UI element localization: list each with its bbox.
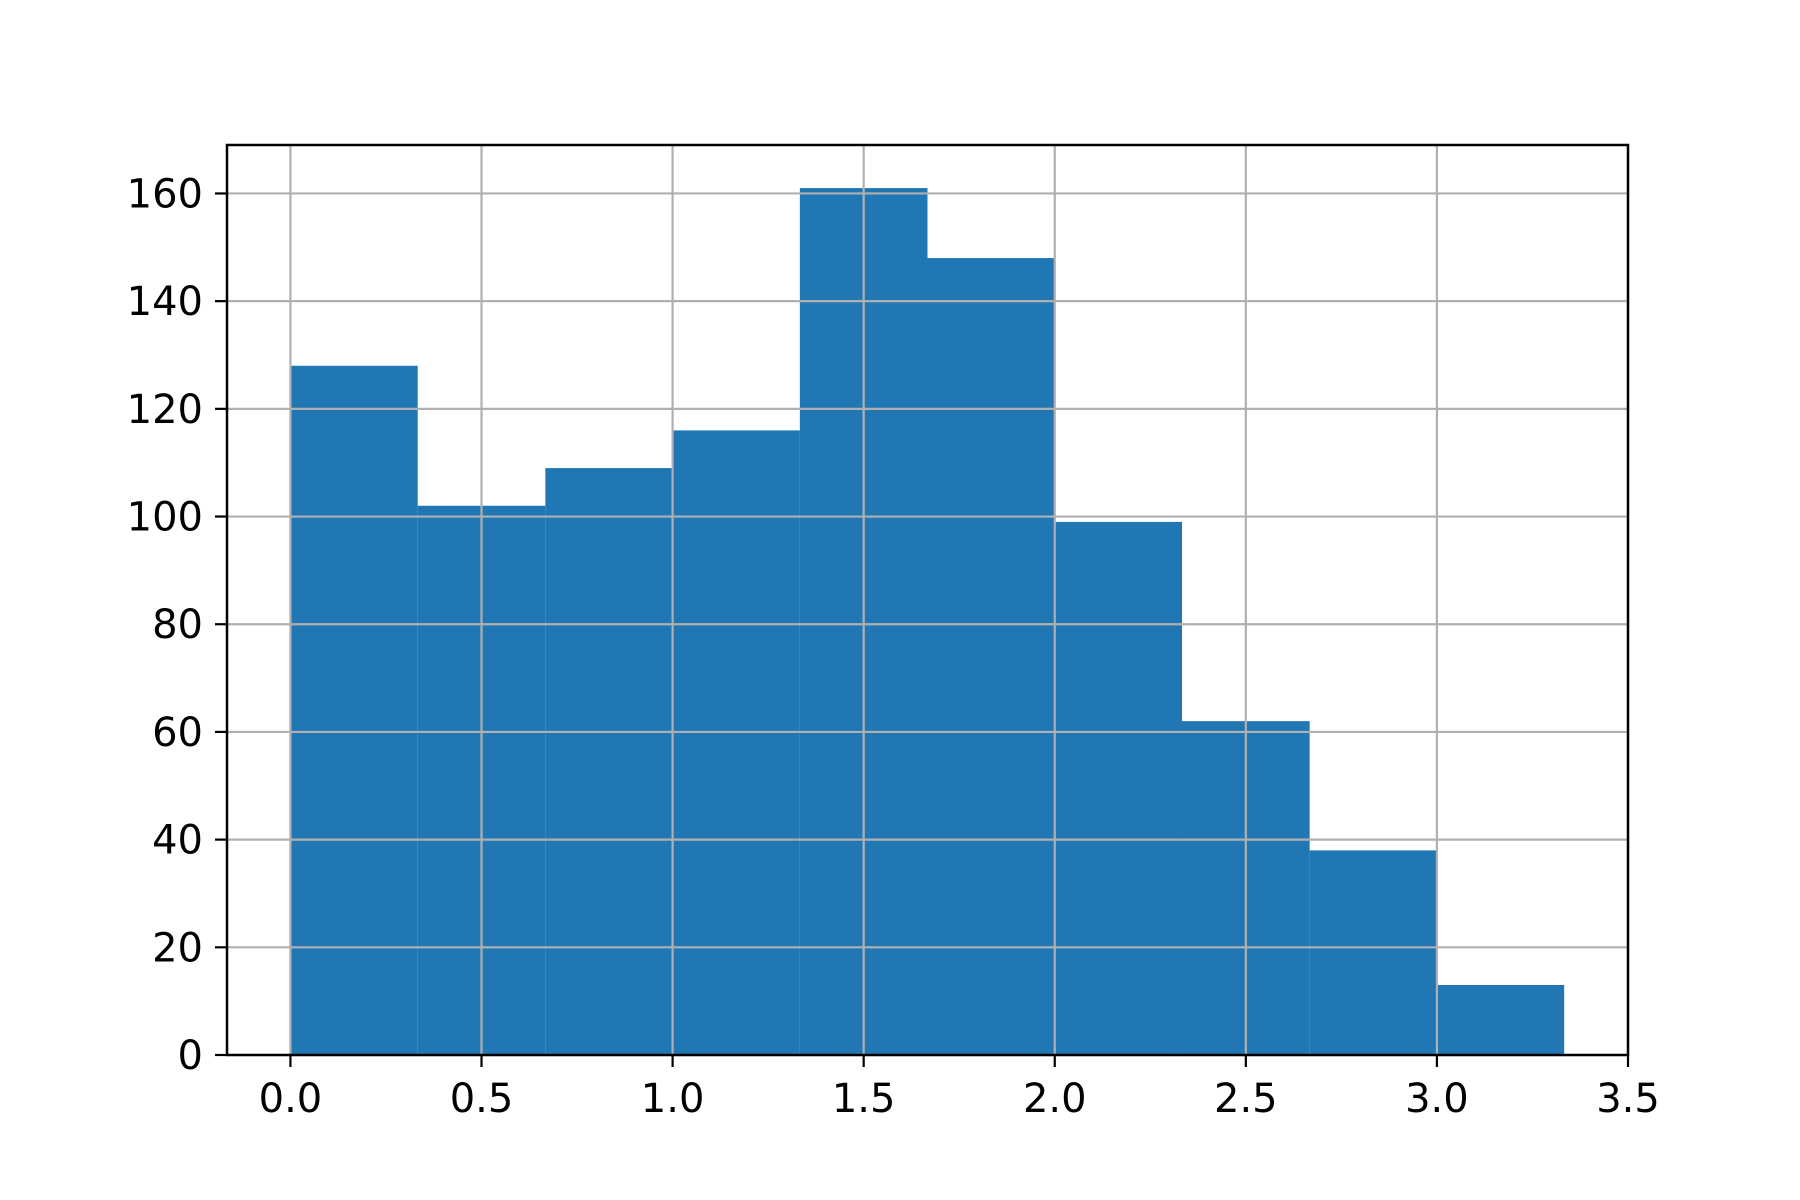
y-tick-label-7: 140	[127, 279, 203, 325]
histogram-bar-6	[1054, 521, 1183, 1055]
x-tick-label-5: 2.5	[1214, 1076, 1278, 1122]
histogram-bar-0	[290, 365, 418, 1055]
y-tick-label-5: 100	[127, 495, 203, 541]
y-axis-ticks: 0 20 40 60 80 100 120 140 160	[127, 171, 227, 1079]
histogram-bar-3	[672, 430, 800, 1055]
y-tick-label-6: 120	[127, 387, 203, 433]
histogram-bars	[290, 188, 1565, 1056]
y-tick-label-2: 40	[152, 818, 203, 864]
y-tick-label-8: 160	[127, 171, 203, 217]
x-tick-label-1: 0.5	[450, 1076, 514, 1122]
y-tick-label-3: 60	[152, 710, 203, 756]
histogram-bar-5	[927, 258, 1055, 1056]
y-tick-label-0: 0	[178, 1033, 203, 1079]
x-tick-label-0: 0.0	[259, 1076, 323, 1122]
x-axis-ticks: 0.0 0.5 1.0 1.5 2.0 2.5 3.0 3.5	[259, 1055, 1660, 1122]
x-tick-label-2: 1.0	[641, 1076, 705, 1122]
histogram-bar-2	[545, 468, 673, 1056]
x-tick-label-6: 3.0	[1405, 1076, 1469, 1122]
y-tick-label-4: 80	[152, 602, 203, 648]
axes-frame	[225, 143, 1630, 1057]
y-tick-label-1: 20	[152, 925, 203, 971]
x-tick-label-7: 3.5	[1596, 1076, 1660, 1122]
x-tick-label-4: 2.0	[1023, 1076, 1087, 1122]
x-tick-label-3: 1.5	[832, 1076, 896, 1122]
histogram-bar-9	[1436, 985, 1565, 1055]
histogram-bar-8	[1309, 850, 1437, 1055]
